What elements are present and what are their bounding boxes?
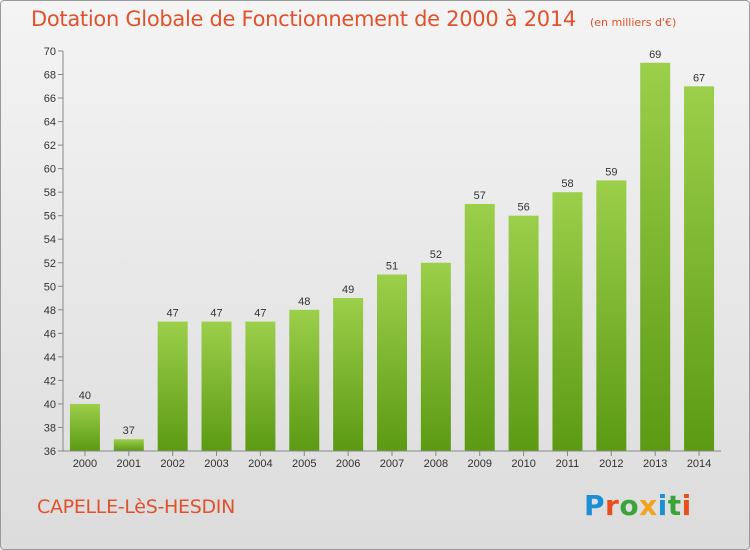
y-tick-label: 68 <box>44 70 56 82</box>
data-label: 56 <box>517 202 529 214</box>
bar <box>684 86 715 451</box>
data-label: 59 <box>605 166 617 178</box>
bar <box>640 62 671 451</box>
y-tick-label: 52 <box>44 258 56 270</box>
x-tick-label: 2003 <box>204 458 228 470</box>
data-label: 47 <box>210 308 222 320</box>
bar <box>464 203 495 451</box>
x-tick-label: 2007 <box>380 458 404 470</box>
bar <box>552 192 583 452</box>
bars-group: 40 37 47 47 47 48 49 51 52 57 56 58 59 69 67 <box>69 49 715 452</box>
y-tick-label: 64 <box>44 117 56 129</box>
y-tick-label: 60 <box>44 164 56 176</box>
x-tick-label: 2008 <box>424 458 448 470</box>
data-label: 67 <box>693 72 705 84</box>
data-label: 48 <box>298 296 310 308</box>
x-tick-label: 2002 <box>160 458 184 470</box>
data-label: 47 <box>167 308 179 320</box>
logo-letter: i <box>681 489 692 522</box>
y-tick-label: 42 <box>44 375 56 387</box>
chart-title-text: Dotation Globale de Fonctionnement de 20… <box>31 7 576 31</box>
data-label: 58 <box>561 178 573 190</box>
bar <box>245 321 276 451</box>
bar <box>113 439 144 451</box>
bar <box>596 180 627 452</box>
logo-letter: o <box>619 489 640 522</box>
bar <box>333 298 364 451</box>
x-tick-label: 2004 <box>248 458 272 470</box>
x-tick-label: 2005 <box>292 458 316 470</box>
y-tick-label: 50 <box>44 281 56 293</box>
y-axis: 36 38 40 42 44 46 48 50 52 54 56 58 60 62 64 66 68 70 <box>44 46 64 458</box>
bar <box>69 403 100 451</box>
chart-title: Dotation Globale de Fonctionnement de 20… <box>31 7 676 31</box>
data-label: 49 <box>342 284 354 296</box>
chart-unit: (en milliers d'€) <box>589 16 677 29</box>
y-tick-label: 56 <box>44 211 56 223</box>
proxiti-logo[interactable]: Proxiti <box>584 489 692 522</box>
y-tick-label: 40 <box>44 399 56 411</box>
logo-letter: P <box>584 489 606 522</box>
bar <box>289 309 320 451</box>
bar <box>508 215 539 451</box>
data-label: 51 <box>386 261 398 273</box>
data-label: 40 <box>79 390 91 402</box>
x-tick-label: 2013 <box>643 458 667 470</box>
y-tick-label: 54 <box>44 234 56 246</box>
y-tick-label: 36 <box>44 446 56 458</box>
x-tick-label: 2014 <box>687 458 711 470</box>
x-tick-label: 2001 <box>117 458 141 470</box>
y-tick-label: 44 <box>44 352 56 364</box>
data-label: 57 <box>474 190 486 202</box>
y-tick-label: 62 <box>44 140 56 152</box>
logo-letter: r <box>605 489 620 522</box>
data-label: 52 <box>430 249 442 261</box>
bar <box>201 321 232 451</box>
x-tick-label: 2006 <box>336 458 360 470</box>
data-label: 47 <box>254 308 266 320</box>
commune-name: CAPELLE-LèS-HESDIN <box>37 496 236 518</box>
bar <box>377 274 407 451</box>
y-tick-label: 66 <box>44 93 56 105</box>
y-tick-label: 38 <box>44 422 56 434</box>
bar <box>157 321 188 451</box>
x-tick-label: 2012 <box>599 458 623 470</box>
logo-letter: i <box>657 489 668 522</box>
y-tick-label: 46 <box>44 328 56 340</box>
data-label: 37 <box>123 425 135 437</box>
x-tick-label: 2010 <box>511 458 535 470</box>
x-tick-label: 2011 <box>556 458 580 470</box>
x-tick-label: 2000 <box>73 458 97 470</box>
y-tick-label: 58 <box>44 187 56 199</box>
x-tick-label: 2009 <box>467 458 491 470</box>
logo-letter: x <box>639 489 658 522</box>
x-axis: 2000 2001 2002 2003 2004 2005 2006 2007 2008 2009… <box>63 450 721 470</box>
y-tick-label: 48 <box>44 305 56 317</box>
bar <box>420 262 451 451</box>
logo-letter: t <box>667 489 682 522</box>
y-tick-label: 70 <box>44 46 56 58</box>
data-label: 69 <box>649 49 661 61</box>
